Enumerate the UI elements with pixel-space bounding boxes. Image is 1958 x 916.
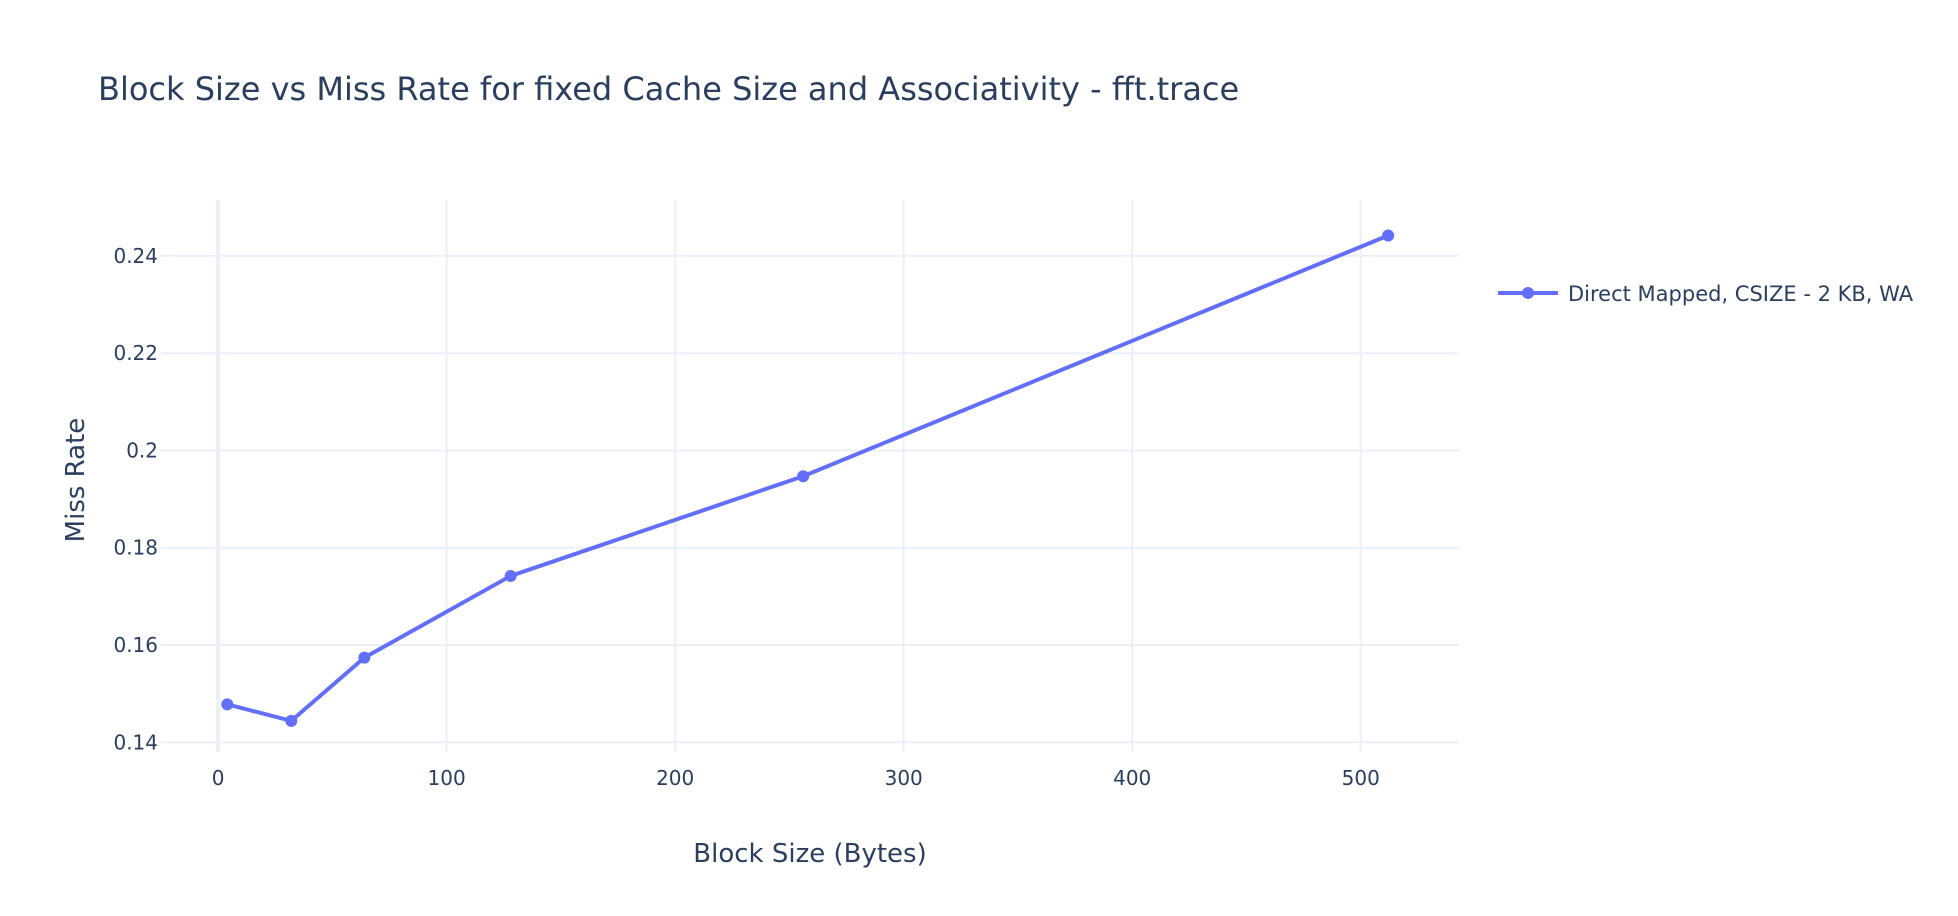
x-axis-title: Block Size (Bytes) — [693, 839, 926, 869]
y-tick-label: 0.22 — [113, 341, 158, 365]
series-line — [225, 233, 1391, 723]
data-point[interactable] — [504, 569, 517, 582]
y-axis-title: Miss Rate — [61, 418, 91, 543]
legend[interactable]: Direct Mapped, CSIZE - 2 KB, WA — [1498, 282, 1914, 306]
series-layer — [221, 229, 1395, 727]
x-tick-label: 200 — [656, 766, 694, 790]
data-point[interactable] — [358, 651, 371, 664]
legend-marker — [1522, 287, 1534, 299]
chart-title: Block Size vs Miss Rate for fixed Cache … — [98, 70, 1239, 108]
data-point[interactable] — [797, 470, 810, 483]
y-tick-label: 0.2 — [126, 438, 158, 462]
x-tick-label: 0 — [212, 766, 225, 790]
x-tick-label: 500 — [1342, 766, 1380, 790]
y-tick-label: 0.18 — [113, 536, 158, 560]
data-point[interactable] — [1382, 229, 1395, 242]
x-grid — [216, 200, 1362, 752]
data-point[interactable] — [285, 714, 298, 727]
legend-label: Direct Mapped, CSIZE - 2 KB, WA — [1568, 282, 1914, 306]
data-point[interactable] — [221, 698, 234, 711]
x-tick-label: 100 — [428, 766, 466, 790]
y-tick-labels: 0.14 0.16 0.18 0.2 0.22 0.24 — [113, 244, 158, 754]
x-tick-labels: 0 100 200 300 400 500 — [212, 766, 1380, 790]
x-tick-label: 400 — [1113, 766, 1151, 790]
y-tick-label: 0.14 — [113, 730, 158, 754]
y-grid — [161, 254, 1459, 744]
y-tick-label: 0.16 — [113, 633, 158, 657]
x-tick-label: 300 — [885, 766, 923, 790]
y-tick-label: 0.24 — [113, 244, 158, 268]
